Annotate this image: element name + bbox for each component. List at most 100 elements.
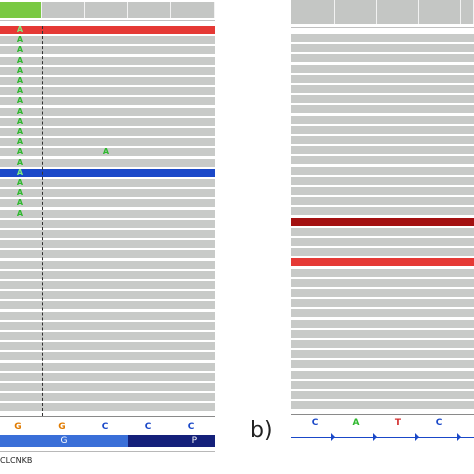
read-row[interactable] [291, 64, 474, 73]
read-row[interactable] [291, 136, 474, 144]
strand-arrow-icon [415, 433, 419, 441]
read-row[interactable] [291, 176, 474, 185]
read-row[interactable] [291, 248, 474, 257]
read-row[interactable] [291, 380, 474, 389]
read-row[interactable] [291, 370, 474, 379]
coverage-bar-variant[interactable] [0, 2, 42, 18]
read-row[interactable] [291, 95, 474, 104]
read-row[interactable] [291, 217, 474, 226]
read-row[interactable] [291, 319, 474, 328]
ref-base: C [101, 422, 109, 432]
read-row[interactable]: A [0, 137, 215, 147]
coverage-bar[interactable] [42, 2, 85, 18]
read-row[interactable]: A [0, 107, 215, 116]
gene-name-label[interactable]: CLCNKB [0, 456, 33, 465]
strand-arrow-icon [457, 433, 461, 441]
coverage-bar[interactable] [461, 0, 474, 24]
read-row[interactable] [0, 383, 215, 391]
read-row[interactable] [291, 44, 474, 53]
read-row[interactable]: A [0, 198, 215, 208]
read-row[interactable]: A [0, 158, 215, 167]
read-row[interactable] [0, 403, 215, 412]
panel-label-b: b) [250, 418, 273, 443]
read-row[interactable] [291, 187, 474, 195]
read-row[interactable]: A [0, 116, 215, 126]
read-row[interactable] [291, 197, 474, 206]
coverage-bar[interactable] [291, 0, 335, 24]
gene-track-line [0, 451, 215, 452]
read-row[interactable]: A [0, 66, 215, 75]
read-row[interactable] [0, 352, 215, 361]
read-row[interactable] [0, 311, 215, 320]
read-row[interactable] [291, 329, 474, 338]
coverage-track[interactable] [291, 0, 474, 24]
read-row[interactable]: A [0, 209, 215, 218]
coverage-bar[interactable] [171, 2, 215, 18]
read-row[interactable] [0, 342, 215, 351]
read-row[interactable]: A [0, 76, 215, 85]
read-row[interactable] [0, 270, 215, 279]
read-row[interactable]: A [0, 188, 215, 198]
read-row[interactable] [291, 115, 474, 124]
read-row[interactable] [0, 230, 215, 238]
read-row[interactable] [291, 289, 474, 297]
read-row[interactable] [291, 391, 474, 399]
amino-acid-cell: P [128, 435, 215, 447]
read-row[interactable] [291, 268, 474, 277]
read-row[interactable]: A [0, 35, 215, 45]
mismatch-base: A [16, 116, 24, 126]
read-row[interactable] [0, 372, 215, 381]
track-divider [291, 27, 474, 28]
read-row[interactable] [0, 240, 215, 249]
coverage-bar[interactable] [85, 2, 128, 18]
read-row[interactable]: A [0, 168, 215, 177]
read-row[interactable] [291, 360, 474, 369]
read-row[interactable] [291, 207, 474, 216]
read-row[interactable]: A [0, 96, 215, 106]
read-row[interactable]: A [0, 127, 215, 136]
read-row[interactable] [291, 238, 474, 246]
read-row[interactable] [0, 321, 215, 330]
read-row[interactable] [0, 393, 215, 402]
read-row[interactable] [291, 166, 474, 175]
read-row[interactable] [0, 301, 215, 310]
read-row[interactable] [0, 362, 215, 371]
read-row[interactable] [0, 291, 215, 300]
read-row[interactable] [291, 340, 474, 348]
read-row[interactable] [291, 146, 474, 155]
track-divider [0, 20, 215, 21]
coverage-track[interactable] [0, 2, 215, 18]
read-row[interactable]: A [0, 45, 215, 55]
read-row[interactable] [291, 105, 474, 114]
coverage-bar[interactable] [377, 0, 419, 24]
read-row[interactable] [291, 258, 474, 267]
coverage-bar[interactable] [419, 0, 461, 24]
read-row[interactable] [0, 281, 215, 289]
coverage-bar[interactable] [128, 2, 171, 18]
read-row[interactable] [291, 156, 474, 165]
read-row[interactable] [0, 260, 215, 269]
read-row[interactable] [291, 74, 474, 83]
read-row[interactable] [291, 227, 474, 236]
mismatch-base: A [16, 147, 24, 157]
read-row[interactable] [291, 278, 474, 287]
mismatch-base: A [16, 76, 24, 85]
read-row[interactable]: A [0, 86, 215, 96]
read-row[interactable] [291, 299, 474, 308]
mismatch-base: A [102, 147, 110, 157]
read-row[interactable] [291, 85, 474, 93]
read-row[interactable] [291, 309, 474, 318]
read-row[interactable] [291, 350, 474, 359]
read-row[interactable] [291, 125, 474, 134]
read-row[interactable] [291, 401, 474, 410]
read-row[interactable] [291, 54, 474, 63]
read-row[interactable] [291, 34, 474, 42]
read-row[interactable] [0, 332, 215, 340]
read-row[interactable]: A [0, 56, 215, 65]
read-row[interactable] [0, 219, 215, 228]
read-row[interactable]: A [0, 178, 215, 187]
read-row[interactable]: A [0, 25, 215, 34]
coverage-bar[interactable] [335, 0, 377, 24]
read-row[interactable] [0, 250, 215, 259]
